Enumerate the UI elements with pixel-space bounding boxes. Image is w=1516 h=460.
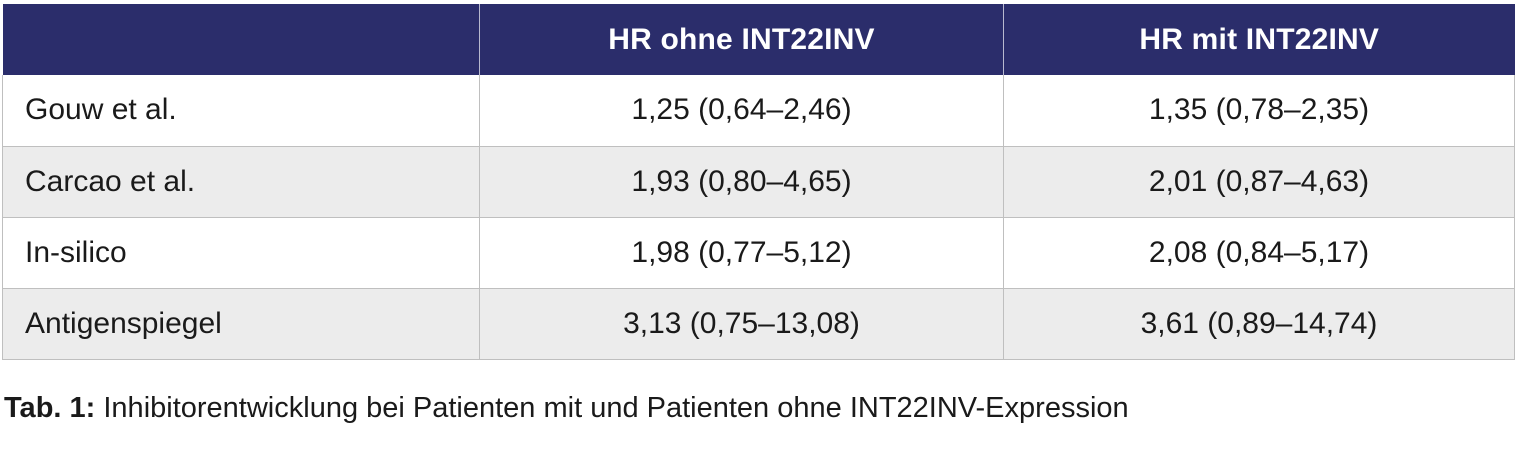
hr-with-cell: 1,35 (0,78–2,35) <box>1003 75 1515 147</box>
study-cell: In-silico <box>2 217 480 289</box>
hr-without-cell: 1,93 (0,80–4,65) <box>479 146 1004 218</box>
table-header-row: HR ohne INT22INV HR mit INT22INV <box>2 4 1515 75</box>
header-hr-with-int22inv: HR mit INT22INV <box>1003 4 1515 75</box>
hr-with-cell: 3,61 (0,89–14,74) <box>1003 288 1515 360</box>
table-caption: Tab. 1: Inhibitorentwicklung bei Patient… <box>4 392 1129 425</box>
hr-with-cell: 2,01 (0,87–4,63) <box>1003 146 1515 218</box>
study-cell: Carcao et al. <box>2 146 480 218</box>
table-row: Antigenspiegel 3,13 (0,75–13,08) 3,61 (0… <box>2 288 1515 360</box>
table-row: Gouw et al. 1,25 (0,64–2,46) 1,35 (0,78–… <box>2 75 1515 147</box>
hazard-ratio-table: HR ohne INT22INV HR mit INT22INV Gouw et… <box>2 4 1515 360</box>
hr-without-cell: 1,98 (0,77–5,12) <box>479 217 1004 289</box>
results-table-container: HR ohne INT22INV HR mit INT22INV Gouw et… <box>2 4 1515 360</box>
table-row: In-silico 1,98 (0,77–5,12) 2,08 (0,84–5,… <box>2 217 1515 289</box>
header-study <box>3 4 480 75</box>
hr-without-cell: 3,13 (0,75–13,08) <box>479 288 1004 360</box>
caption-label: Tab. 1: <box>4 392 96 424</box>
header-hr-without-int22inv: HR ohne INT22INV <box>479 4 1004 75</box>
hr-with-cell: 2,08 (0,84–5,17) <box>1003 217 1515 289</box>
study-cell: Antigenspiegel <box>2 288 480 360</box>
caption-text: Inhibitorentwicklung bei Patienten mit u… <box>103 392 1129 424</box>
table-row: Carcao et al. 1,93 (0,80–4,65) 2,01 (0,8… <box>2 146 1515 218</box>
hr-without-cell: 1,25 (0,64–2,46) <box>479 75 1004 147</box>
study-cell: Gouw et al. <box>2 75 480 147</box>
